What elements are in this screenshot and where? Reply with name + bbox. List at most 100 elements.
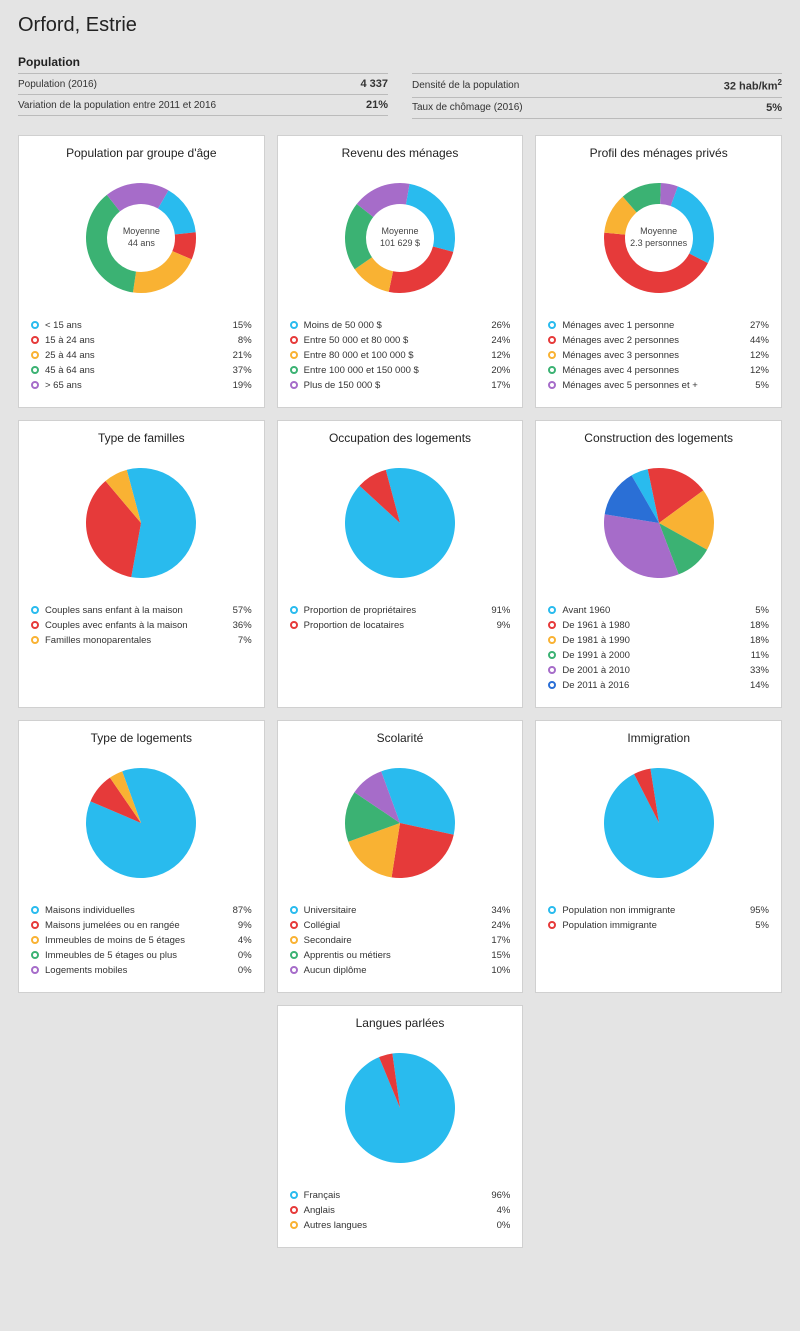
stat-line: Densité de la population32 hab/km2 <box>412 73 782 97</box>
legend-label: Secondaire <box>304 935 481 946</box>
legend-row: Aucun diplôme10% <box>290 963 511 978</box>
legend-value: 18% <box>739 620 769 631</box>
stat-value: 5% <box>766 102 782 114</box>
chart-card-age: Population par groupe d'âgeMoyenne44 ans… <box>18 135 265 408</box>
legend-value: 36% <box>222 620 252 631</box>
legend-label: Ménages avec 4 personnes <box>562 365 739 376</box>
legend-value: 15% <box>222 320 252 331</box>
chart-card-occupation: Occupation des logementsProportion de pr… <box>277 420 524 708</box>
legend-row: De 1981 à 199018% <box>548 633 769 648</box>
legend-label: Proportion de propriétaires <box>304 605 481 616</box>
legend: Français96%Anglais4%Autres langues0% <box>290 1188 511 1233</box>
stat-value: 4 337 <box>360 78 388 90</box>
chart-card-families: Type de famillesCouples sans enfant à la… <box>18 420 265 708</box>
legend-value: 9% <box>480 620 510 631</box>
chart-wrap <box>290 1038 511 1178</box>
stat-label: Population (2016) <box>18 79 97 90</box>
legend-label: Autres langues <box>304 1220 481 1231</box>
legend-label: Maisons individuelles <box>45 905 222 916</box>
legend-bullet-icon <box>290 1206 298 1214</box>
stat-label: Taux de chômage (2016) <box>412 102 523 113</box>
legend-row: Maisons jumelées ou en rangée9% <box>31 918 252 933</box>
chart-card-income: Revenu des ménagesMoyenne101 629 $Moins … <box>277 135 524 408</box>
chart-card-dwelling: Type de logementsMaisons individuelles87… <box>18 720 265 993</box>
chart-wrap <box>290 753 511 893</box>
chart-card-immigration: ImmigrationPopulation non immigrante95%P… <box>535 720 782 993</box>
legend-bullet-icon <box>31 921 39 929</box>
legend-label: De 1991 à 2000 <box>562 650 739 661</box>
legend-value: 15% <box>480 950 510 961</box>
legend-row: Entre 50 000 et 80 000 $24% <box>290 333 511 348</box>
legend-bullet-icon <box>290 606 298 614</box>
legend-label: Ménages avec 5 personnes et + <box>562 380 739 391</box>
pie-chart <box>76 458 206 588</box>
legend-row: Logements mobiles0% <box>31 963 252 978</box>
legend-label: De 1981 à 1990 <box>562 635 739 646</box>
legend-label: De 2011 à 2016 <box>562 680 739 691</box>
legend-bullet-icon <box>290 966 298 974</box>
section-label: Population <box>18 55 782 69</box>
legend-label: Collégial <box>304 920 481 931</box>
legend-bullet-icon <box>290 906 298 914</box>
legend-label: Familles monoparentales <box>45 635 222 646</box>
legend-value: 0% <box>222 965 252 976</box>
legend-value: 19% <box>222 380 252 391</box>
pie-chart <box>76 758 206 888</box>
legend-value: 5% <box>739 380 769 391</box>
stats-col-right: Densité de la population32 hab/km2 Taux d… <box>412 73 782 119</box>
legend-value: 8% <box>222 335 252 346</box>
legend-row: Proportion de locataires9% <box>290 618 511 633</box>
pie-chart <box>594 758 724 888</box>
chart-card-languages: Langues parléesFrançais96%Anglais4%Autre… <box>277 1005 524 1248</box>
legend-value: 17% <box>480 935 510 946</box>
legend-bullet-icon <box>31 906 39 914</box>
legend-row: Apprentis ou métiers15% <box>290 948 511 963</box>
donut-center-label: Moyenne101 629 $ <box>380 226 420 249</box>
legend-row: Plus de 150 000 $17% <box>290 378 511 393</box>
chart-card-household: Profil des ménages privésMoyenne2.3 pers… <box>535 135 782 408</box>
legend-row: Population immigrante5% <box>548 918 769 933</box>
legend-value: 17% <box>480 380 510 391</box>
stat-value: 21% <box>366 99 388 111</box>
legend-value: 27% <box>739 320 769 331</box>
card-title: Immigration <box>548 731 769 745</box>
legend-label: Ménages avec 3 personnes <box>562 350 739 361</box>
legend-row: Anglais4% <box>290 1203 511 1218</box>
legend-label: Français <box>304 1190 481 1201</box>
legend-bullet-icon <box>548 381 556 389</box>
legend-value: 4% <box>480 1205 510 1216</box>
card-title: Type de familles <box>31 431 252 445</box>
legend-label: Population immigrante <box>562 920 739 931</box>
legend-row: 15 à 24 ans8% <box>31 333 252 348</box>
stat-line: Population (2016) 4 337 <box>18 73 388 94</box>
legend-bullet-icon <box>548 681 556 689</box>
legend-value: 12% <box>480 350 510 361</box>
legend-label: Aucun diplôme <box>304 965 481 976</box>
legend-label: Logements mobiles <box>45 965 222 976</box>
legend-value: 34% <box>480 905 510 916</box>
legend-row: Immeubles de moins de 5 étages4% <box>31 933 252 948</box>
legend-row: Autres langues0% <box>290 1218 511 1233</box>
page-title: Orford, Estrie <box>18 14 782 37</box>
legend-label: Entre 100 000 et 150 000 $ <box>304 365 481 376</box>
legend-bullet-icon <box>548 666 556 674</box>
chart-slice <box>670 186 713 263</box>
card-title: Type de logements <box>31 731 252 745</box>
legend-bullet-icon <box>548 336 556 344</box>
legend-row: Français96% <box>290 1188 511 1203</box>
legend-bullet-icon <box>31 321 39 329</box>
pie-chart <box>335 758 465 888</box>
legend-label: 45 à 64 ans <box>45 365 222 376</box>
legend-bullet-icon <box>290 351 298 359</box>
legend-value: 95% <box>739 905 769 916</box>
donut-center-label: Moyenne44 ans <box>123 226 160 249</box>
legend-row: Couples avec enfants à la maison36% <box>31 618 252 633</box>
chart-card-construction: Construction des logementsAvant 19605%De… <box>535 420 782 708</box>
legend-bullet-icon <box>548 321 556 329</box>
pie-chart <box>335 458 465 588</box>
legend-label: Proportion de locataires <box>304 620 481 631</box>
legend-value: 57% <box>222 605 252 616</box>
legend-value: 24% <box>480 335 510 346</box>
legend-value: 11% <box>739 650 769 661</box>
legend-bullet-icon <box>290 951 298 959</box>
